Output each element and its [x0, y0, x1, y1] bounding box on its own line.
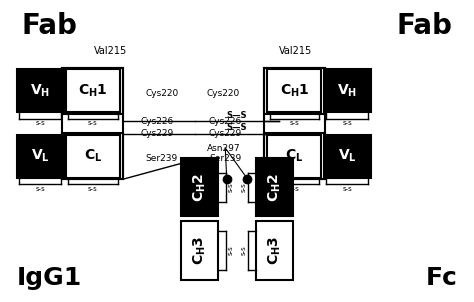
Text: $\mathbf{C_L}$: $\mathbf{C_L}$: [285, 148, 303, 164]
Text: Cys229: Cys229: [141, 129, 174, 138]
Text: $\mathbf{C_H3}$: $\mathbf{C_H3}$: [266, 236, 283, 265]
Text: $\mathbf{C_H3}$: $\mathbf{C_H3}$: [191, 236, 208, 265]
Text: Cys220: Cys220: [146, 89, 179, 98]
Text: Ser239: Ser239: [146, 154, 178, 163]
Text: s-s: s-s: [290, 186, 299, 192]
Text: S—S: S—S: [227, 123, 247, 132]
Text: Fab: Fab: [397, 12, 453, 40]
Text: s-s: s-s: [241, 246, 247, 255]
Text: Cys229: Cys229: [209, 129, 242, 138]
Text: $\mathbf{C_L}$: $\mathbf{C_L}$: [84, 148, 102, 164]
Bar: [264, 68, 325, 179]
Bar: [17, 135, 64, 178]
Text: $\mathbf{V_H}$: $\mathbf{V_H}$: [337, 83, 357, 99]
Bar: [181, 221, 218, 280]
Text: Cys226: Cys226: [209, 117, 242, 126]
Text: Val215: Val215: [94, 46, 127, 56]
Bar: [264, 68, 325, 114]
Text: $\mathbf{V_L}$: $\mathbf{V_L}$: [337, 148, 356, 164]
Bar: [62, 68, 123, 179]
Bar: [324, 135, 371, 178]
Bar: [264, 133, 325, 179]
Text: s-s: s-s: [36, 120, 45, 127]
Text: Cys220: Cys220: [206, 89, 239, 98]
Bar: [62, 133, 123, 179]
Bar: [17, 69, 64, 112]
Bar: [66, 135, 120, 178]
Text: s-s: s-s: [227, 246, 233, 255]
Bar: [267, 135, 321, 178]
Text: $\mathbf{V_L}$: $\mathbf{V_L}$: [31, 148, 50, 164]
Text: $\mathbf{V_H}$: $\mathbf{V_H}$: [30, 83, 50, 99]
Text: IgG1: IgG1: [17, 266, 82, 290]
Text: s-s: s-s: [88, 186, 98, 192]
Text: Fab: Fab: [21, 12, 77, 40]
Text: Asn297: Asn297: [207, 143, 240, 153]
Text: Ser239: Ser239: [210, 154, 242, 163]
Text: Fc: Fc: [425, 266, 457, 290]
Text: Cys226: Cys226: [141, 117, 174, 126]
Text: s-s: s-s: [241, 182, 247, 192]
Text: s-s: s-s: [88, 120, 98, 127]
Text: $\mathbf{C_H2}$: $\mathbf{C_H2}$: [191, 173, 208, 202]
Bar: [256, 221, 293, 280]
Text: s-s: s-s: [36, 186, 45, 192]
Text: s-s: s-s: [290, 120, 299, 127]
Text: $\mathbf{C_H1}$: $\mathbf{C_H1}$: [280, 83, 309, 99]
Bar: [256, 159, 293, 216]
Bar: [66, 69, 120, 112]
Text: S—S: S—S: [227, 111, 247, 120]
Bar: [62, 68, 123, 114]
Bar: [324, 69, 371, 112]
Text: s-s: s-s: [342, 186, 352, 192]
Text: $\mathbf{C_H1}$: $\mathbf{C_H1}$: [78, 83, 108, 99]
Bar: [181, 159, 218, 216]
Text: s-s: s-s: [342, 120, 352, 127]
Text: s-s: s-s: [227, 182, 233, 192]
Text: $\mathbf{C_H2}$: $\mathbf{C_H2}$: [266, 173, 283, 202]
Bar: [267, 69, 321, 112]
Text: Val215: Val215: [279, 46, 312, 56]
